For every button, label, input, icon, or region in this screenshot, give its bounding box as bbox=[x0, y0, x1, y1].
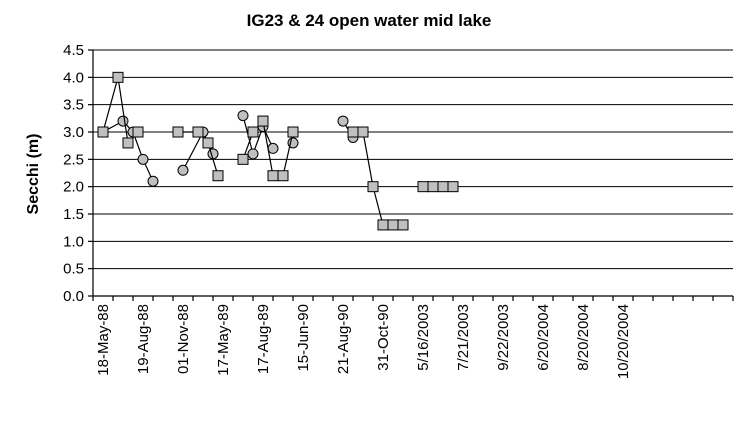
data-point-square bbox=[267, 170, 279, 182]
data-point-square bbox=[257, 115, 269, 127]
x-tick-label: 01-Nov-88 bbox=[175, 304, 192, 374]
x-tick-label: 19-Aug-88 bbox=[135, 304, 152, 374]
x-tick-label: 18-May-88 bbox=[95, 304, 112, 376]
data-point-square bbox=[357, 126, 369, 138]
data-point-square bbox=[122, 137, 134, 149]
x-tick-label: 7/21/2003 bbox=[455, 304, 472, 371]
axes bbox=[92, 50, 734, 301]
data-point-square bbox=[97, 126, 109, 138]
x-tick-label: 21-Aug-90 bbox=[335, 304, 352, 374]
data-point-square bbox=[212, 170, 224, 182]
data-point-square bbox=[347, 126, 359, 138]
x-tick-label: 17-Aug-89 bbox=[255, 304, 272, 374]
data-point-square bbox=[437, 181, 449, 193]
x-tick-label: 8/20/2004 bbox=[575, 304, 592, 371]
data-point-circle bbox=[237, 110, 249, 122]
data-point-square bbox=[112, 71, 124, 83]
y-tick-label: 4.5 bbox=[63, 42, 84, 59]
y-tick-label: 0.0 bbox=[63, 288, 84, 305]
x-tick-label: 31-Oct-90 bbox=[375, 304, 392, 371]
y-tick-label: 1.0 bbox=[63, 233, 84, 250]
data-point-circle bbox=[247, 148, 259, 160]
data-point-square bbox=[367, 181, 379, 193]
x-tick-label: 10/20/2004 bbox=[615, 304, 632, 379]
x-tick-label: 17-May-89 bbox=[215, 304, 232, 376]
data-point-square bbox=[132, 126, 144, 138]
x-tick-labels: 18-May-88 19-Aug-88 01-Nov-88 17-May-89 17-A… bbox=[95, 304, 632, 379]
data-point-circle bbox=[147, 175, 159, 187]
data-point-square bbox=[172, 126, 184, 138]
data-point-circle bbox=[117, 115, 129, 127]
data-point-square bbox=[277, 170, 289, 182]
y-tick-label: 4.0 bbox=[63, 69, 84, 86]
series-2 bbox=[97, 71, 459, 231]
data-point-circle bbox=[337, 115, 349, 127]
data-point-circle bbox=[177, 164, 189, 176]
data-point-square bbox=[387, 219, 399, 231]
y-tick-label: 3.0 bbox=[63, 124, 84, 141]
chart-title: IG23 & 24 open water mid lake bbox=[247, 11, 492, 30]
data-point-square bbox=[417, 181, 429, 193]
data-point-square bbox=[397, 219, 409, 231]
series-layer bbox=[97, 71, 459, 231]
series-line bbox=[353, 131, 403, 226]
data-point-circle bbox=[137, 153, 149, 165]
data-point-square bbox=[192, 126, 204, 138]
data-point-square bbox=[247, 126, 259, 138]
x-tick-label: 6/20/2004 bbox=[535, 304, 552, 371]
data-point-square bbox=[237, 153, 249, 165]
data-point-square bbox=[202, 137, 214, 149]
x-tick-label: 5/16/2003 bbox=[415, 304, 432, 371]
x-tick-label: 15-Jun-90 bbox=[295, 304, 312, 372]
y-tick-label: 3.5 bbox=[63, 97, 84, 114]
y-tick-label: 2.0 bbox=[63, 179, 84, 196]
y-axis-label: Secchi (m) bbox=[25, 134, 42, 215]
y-tick-label: 2.5 bbox=[63, 151, 84, 168]
data-point-square bbox=[447, 181, 459, 193]
x-tick-label: 9/22/2003 bbox=[495, 304, 512, 371]
data-point-square bbox=[427, 181, 439, 193]
data-point-square bbox=[287, 126, 299, 138]
series-1 bbox=[97, 110, 369, 187]
y-tick-label: 1.5 bbox=[63, 206, 84, 223]
data-point-square bbox=[377, 219, 389, 231]
data-point-circle bbox=[267, 142, 279, 154]
y-tick-label: 0.5 bbox=[63, 261, 84, 278]
y-tick-labels: 0.0 0.5 1.0 1.5 2.0 2.5 3.0 3.5 4.0 4.5 bbox=[63, 42, 84, 305]
